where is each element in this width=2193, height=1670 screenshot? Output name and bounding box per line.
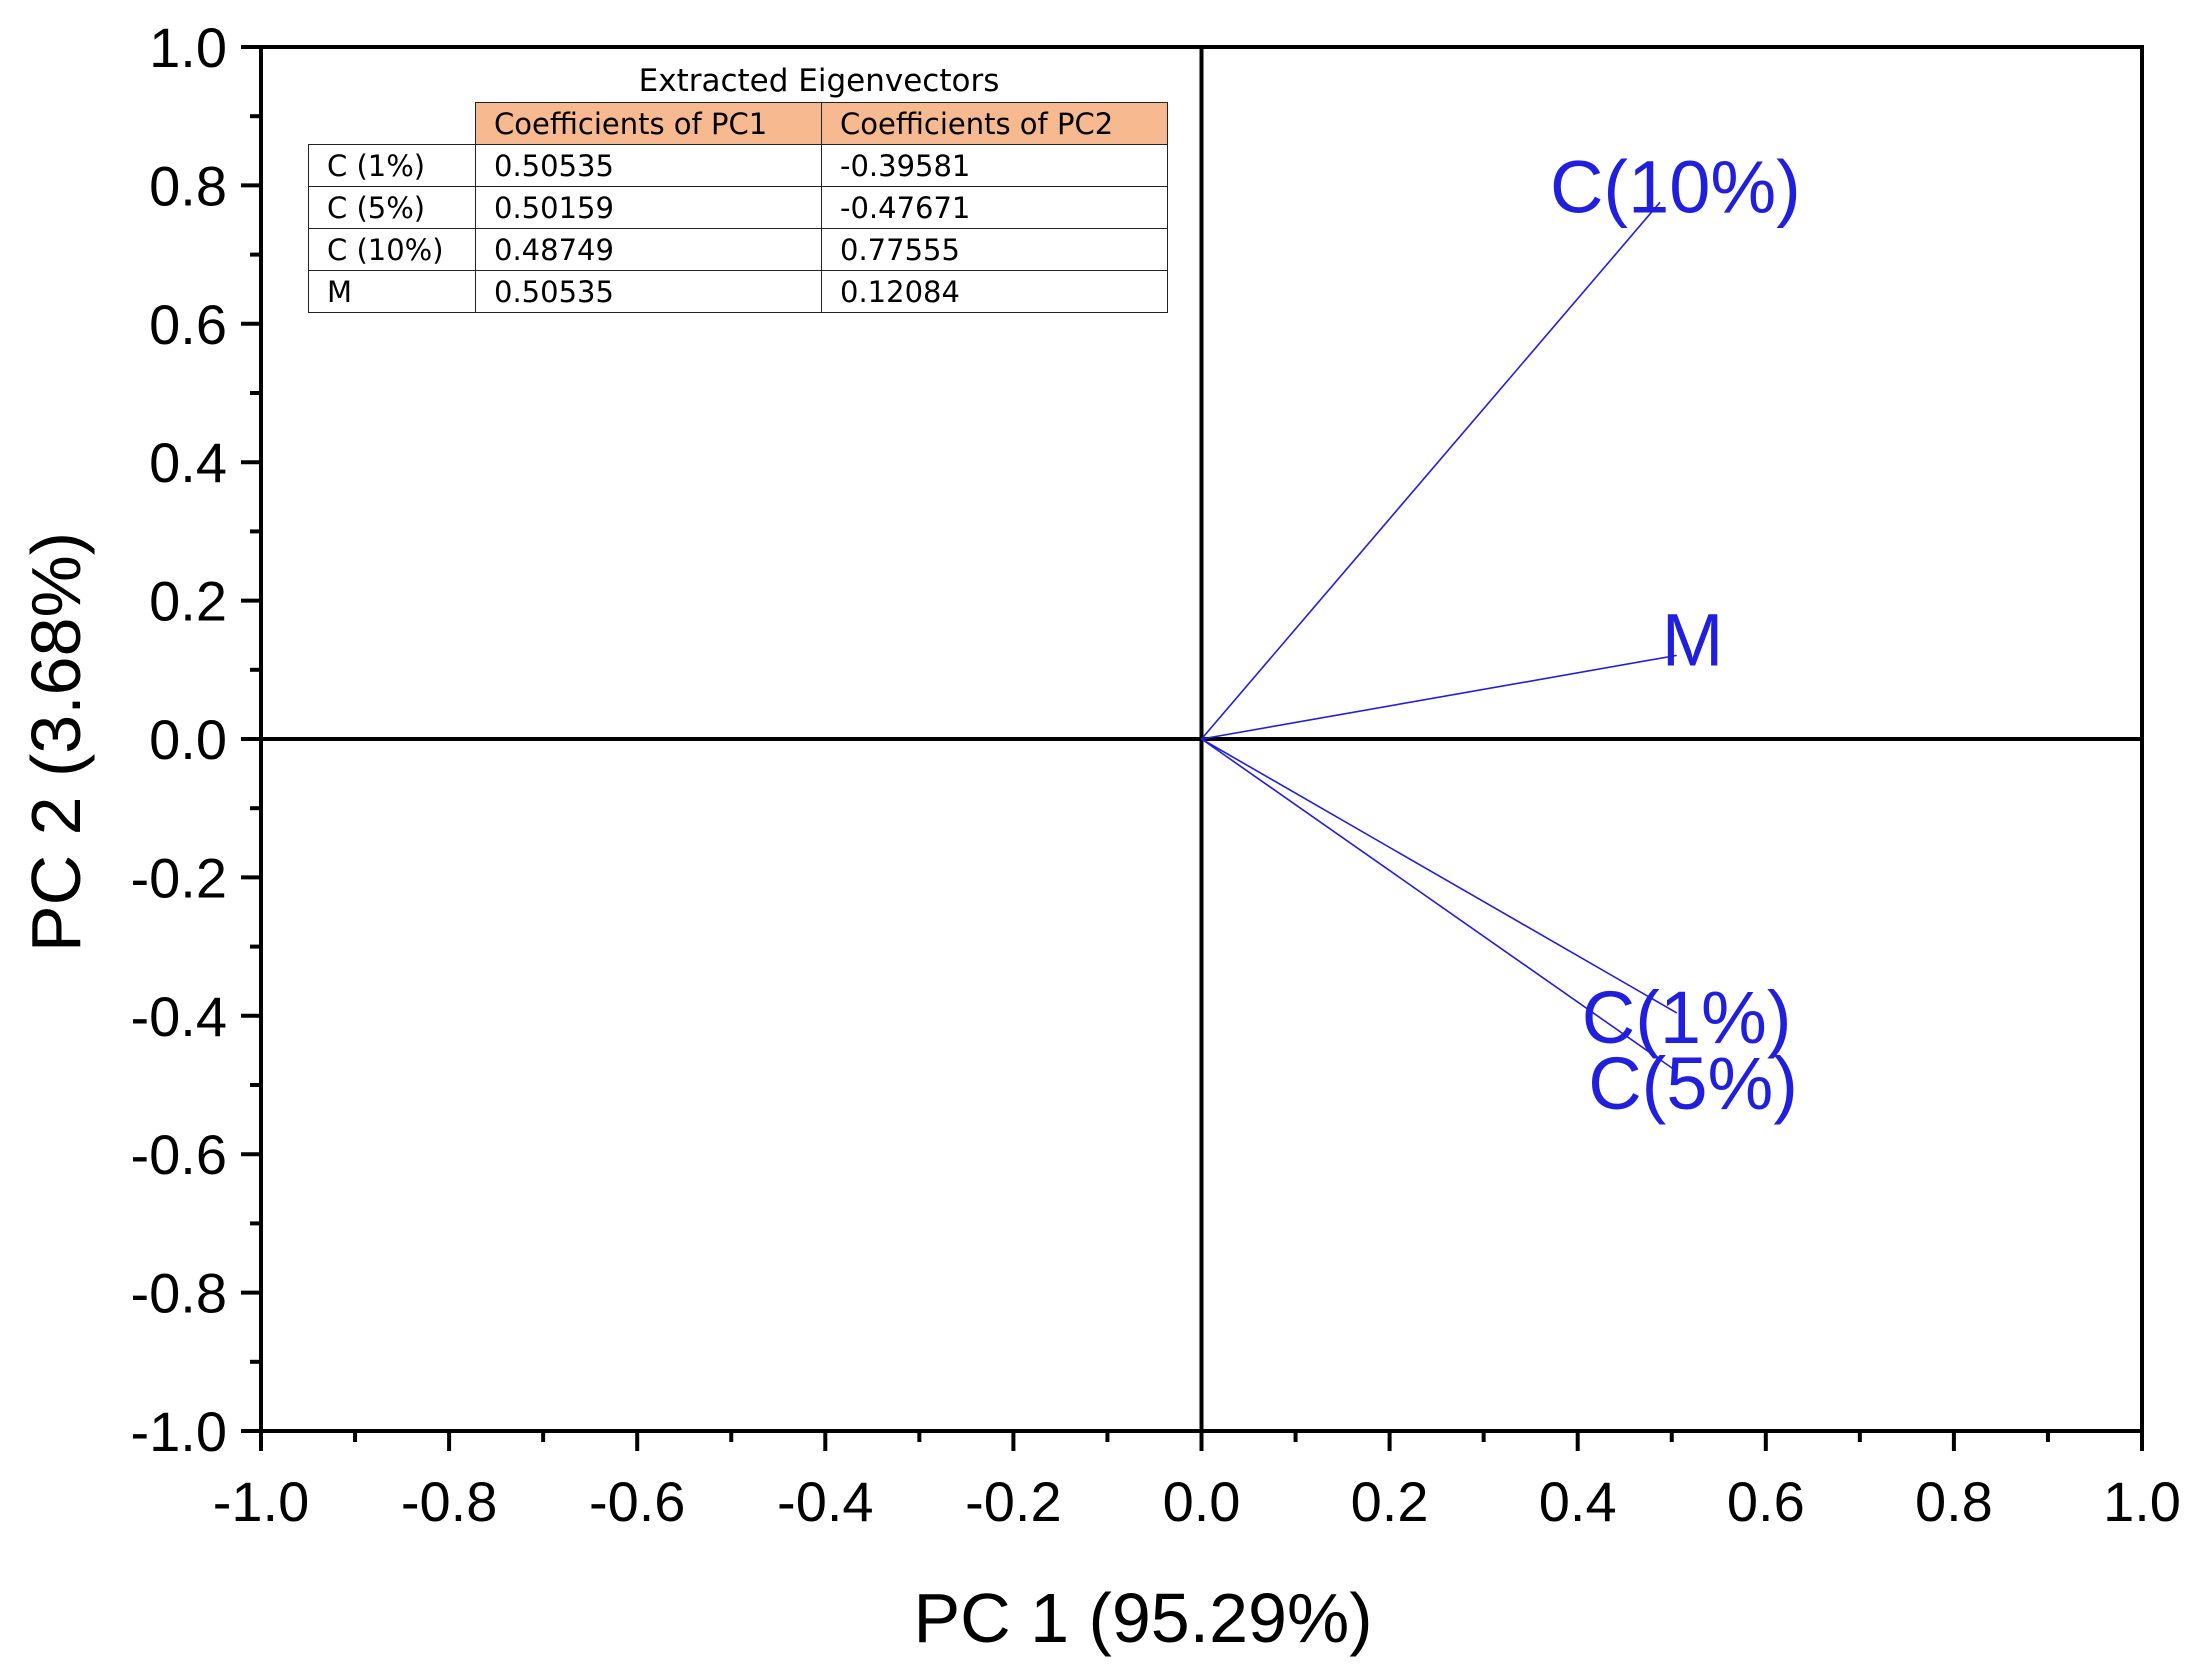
loading-vector-label: M <box>1662 598 1724 681</box>
pc2-value: 0.12084 <box>821 270 1168 313</box>
y-tick-label: -1.0 <box>131 1400 228 1463</box>
table-row: C (10%) 0.48749 0.77555 <box>308 228 1168 271</box>
row-label: C (10%) <box>308 228 476 271</box>
loading-vector-line <box>1201 738 1674 1070</box>
column-header-pc2: Coefficients of PC2 <box>821 102 1168 145</box>
x-tick-label: 1.0 <box>2103 1470 2181 1533</box>
x-tick-label: -0.8 <box>401 1470 498 1533</box>
table-title: Extracted Eigenvectors <box>638 63 1000 99</box>
row-label: C (1%) <box>308 144 476 187</box>
y-axis-title: PC 2 (3.68%) <box>17 532 95 952</box>
table-row: C (5%) 0.50159 -0.47671 <box>308 186 1168 229</box>
x-tick-label: -0.2 <box>965 1470 1062 1533</box>
table-row: C (1%) 0.50535 -0.39581 <box>308 144 1168 187</box>
table-row: M 0.50535 0.12084 <box>308 270 1168 313</box>
row-label: C (5%) <box>308 186 476 229</box>
y-tick-label: -0.8 <box>131 1262 228 1325</box>
pc1-value: 0.48749 <box>475 228 822 271</box>
x-tick-label: 0.8 <box>1915 1470 1993 1533</box>
pc1-value: 0.50535 <box>475 270 822 313</box>
y-tick-label: 0.4 <box>149 431 227 494</box>
x-tick-label: -0.4 <box>777 1470 874 1533</box>
x-tick-label: -0.6 <box>589 1470 686 1533</box>
x-tick-label: 0.4 <box>1539 1470 1617 1533</box>
loading-vector-line <box>1200 201 1661 740</box>
eigenvector-table: Extracted Eigenvectors Coefficients of P… <box>308 60 1168 313</box>
pc2-value: 0.77555 <box>821 228 1168 271</box>
pc1-value: 0.50159 <box>475 186 822 229</box>
y-tick-label: 0.2 <box>149 570 227 633</box>
row-label: M <box>308 270 476 313</box>
loading-vectors: C(10%) M C(1%)C(5%) <box>1200 145 1801 1125</box>
y-tick-label: 0.0 <box>149 708 227 771</box>
table-header-row: Coefficients of PC1 Coefficients of PC2 <box>308 102 1168 145</box>
x-tick-label: 0.2 <box>1351 1470 1429 1533</box>
x-tick-label: 0.0 <box>1163 1470 1241 1533</box>
x-tick-label: -1.0 <box>213 1470 310 1533</box>
loading-vector-label: C(1%) <box>1582 976 1792 1059</box>
y-axis: 1.0 0.8 0.6 0.4 0.2 0.0 -0.2 -0.4 -0.6 -0.8 -1.0 <box>131 16 261 1463</box>
y-tick-label: 0.6 <box>149 293 227 356</box>
table-corner-cell <box>308 102 476 145</box>
pc1-value: 0.50535 <box>475 144 822 187</box>
loading-vector-label: C(5%) <box>1588 1042 1798 1125</box>
y-tick-label: -0.4 <box>131 985 228 1048</box>
y-tick-label: 1.0 <box>149 16 227 79</box>
x-axis-title: PC 1 (95.29%) <box>913 1579 1372 1657</box>
pc2-value: -0.39581 <box>821 144 1168 187</box>
y-tick-label: 0.8 <box>149 154 227 217</box>
loading-vector-label: C(10%) <box>1550 145 1801 228</box>
y-tick-label: -0.6 <box>131 1123 228 1186</box>
column-header-pc1: Coefficients of PC1 <box>475 102 822 145</box>
loading-vector-line <box>1201 654 1677 740</box>
table-grid: Coefficients of PC1 Coefficients of PC2 … <box>308 102 1168 313</box>
x-axis: -1.0 -0.8 -0.6 -0.4 -0.2 0.0 0.2 0.4 0.6 0.8 1.0 <box>213 1431 2181 1533</box>
pc2-value: -0.47671 <box>821 186 1168 229</box>
loading-vector-line <box>1201 738 1678 1014</box>
x-tick-label: 0.6 <box>1727 1470 1805 1533</box>
y-tick-label: -0.2 <box>131 846 228 909</box>
